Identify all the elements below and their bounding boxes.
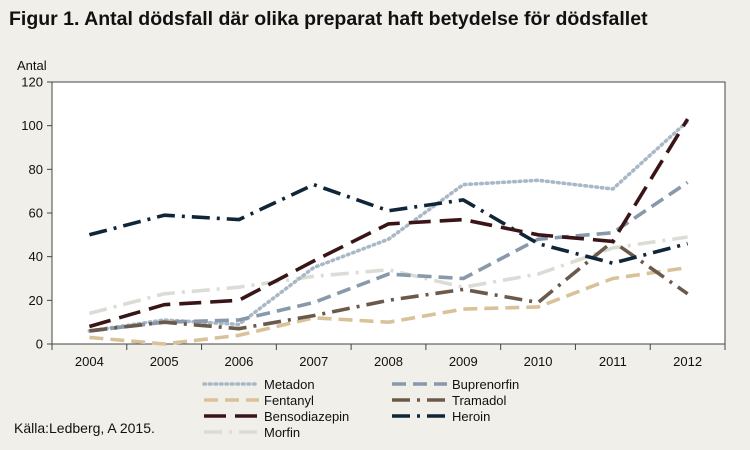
x-tick-label: 2005 [150,354,179,369]
legend-label-metadon: Metadon [264,377,315,392]
y-tick-label: 120 [21,75,43,90]
legend: Metadon Buprenorfin Fentanyl Tramadol Bensod… [202,377,519,440]
legend-label-bensodiazepin: Bensodiazepin [264,409,349,424]
x-tick-label: 2012 [673,354,702,369]
series-lines [87,118,690,346]
x-tick-label: 2008 [374,354,403,369]
legend-label-heroin: Heroin [452,409,490,424]
x-tick-label: 2007 [299,354,328,369]
legend-label-buprenorfin: Buprenorfin [452,377,519,392]
legend-label-fentanyl: Fentanyl [264,393,314,408]
y-tick-label: 60 [29,206,43,221]
legend-label-tramadol: Tramadol [452,393,507,408]
x-tick-label: 2004 [75,354,104,369]
x-tick-label: 2010 [524,354,553,369]
x-tick-label: 2006 [224,354,253,369]
y-tick-label: 0 [36,337,43,352]
y-tick-label: 20 [29,293,43,308]
y-tick-label: 40 [29,249,43,264]
x-tick-label: 2011 [599,354,627,369]
chart-title: Figur 1. Antal dödsfall där olika prepar… [9,8,648,30]
x-tick-label: 2009 [449,354,478,369]
y-tick-label: 100 [21,118,43,133]
series-line-bensodiazepin [88,118,690,329]
series-line-metadon [87,119,690,333]
series-line-buprenorfin [89,180,689,333]
series-line-heroin [88,182,689,266]
y-axis-label: Antal [17,58,47,73]
axes: Antal 0 20 40 60 80 100 120 2004 2005 2006 2007 2008… [17,58,726,369]
legend-label-morfin: Morfin [264,425,300,440]
y-tick-label: 80 [29,162,43,177]
source-note: Källa:Ledberg, A 2015. [14,420,155,436]
plot-area [51,81,726,345]
series-line-fentanyl [89,265,688,346]
